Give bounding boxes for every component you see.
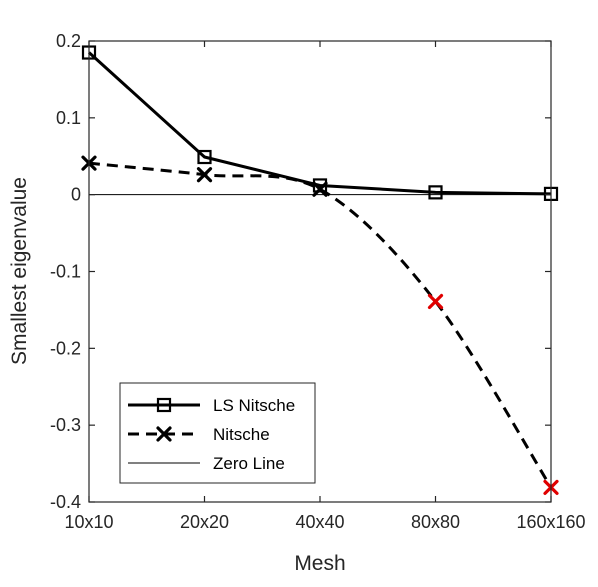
legend: LS Nitsche Nitsche Zero Line	[119, 382, 316, 484]
y-tick-label: -0.4	[50, 492, 81, 512]
legend-label: Zero Line	[213, 454, 285, 473]
x-tick-label: 40x40	[295, 512, 344, 532]
data-point	[312, 181, 328, 197]
data-point	[427, 293, 444, 310]
data-point	[197, 149, 212, 165]
y-tick-label: -0.2	[50, 338, 81, 358]
y-tick-labels: 0.2 0.1 0 -0.1 -0.2 -0.3 -0.4	[50, 31, 81, 512]
y-axis-title: Smallest eigenvalue	[8, 177, 31, 365]
data-point	[196, 167, 213, 183]
x-tick-label: 160x160	[516, 512, 585, 532]
x-tick-label: 10x10	[64, 512, 113, 532]
legend-label: LS Nitsche	[213, 396, 295, 415]
legend-marker	[156, 397, 172, 413]
data-point	[428, 185, 443, 200]
ticks-layer	[88, 40, 552, 503]
y-tick-label: 0.2	[56, 31, 81, 51]
legend-marker	[156, 426, 172, 442]
y-tick-label: 0.1	[56, 108, 81, 128]
series-line	[88, 161, 553, 489]
legend-label: Nitsche	[213, 425, 270, 444]
y-tick-label: -0.3	[50, 415, 81, 435]
y-tick-label: -0.1	[50, 262, 81, 282]
x-tick-labels: 10x10 20x20 40x40 80x80 160x160	[64, 512, 585, 532]
y-tick-label: 0	[71, 185, 81, 205]
x-tick-label: 80x80	[411, 512, 460, 532]
series-line	[87, 51, 552, 196]
x-tick-label: 20x20	[180, 512, 229, 532]
x-axis-title: Mesh	[294, 552, 345, 575]
